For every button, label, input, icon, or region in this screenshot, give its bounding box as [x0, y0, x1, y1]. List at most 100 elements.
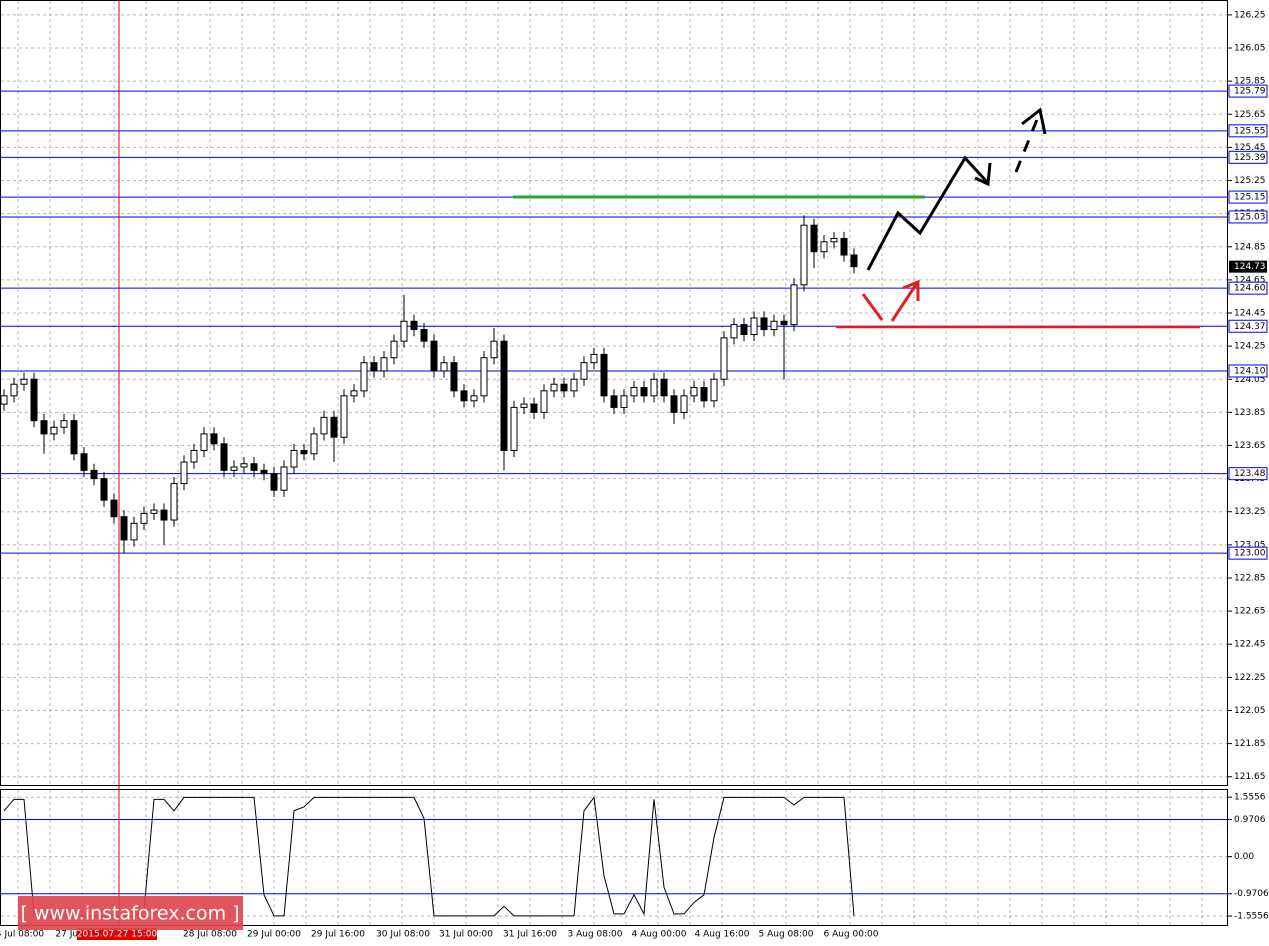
- forecast-arrow: [866, 155, 990, 271]
- level-label-box: [1228, 364, 1268, 378]
- level-label: 125.79: [1234, 87, 1266, 97]
- level-label: 125.39: [1234, 153, 1266, 163]
- level-label-box: [1228, 281, 1268, 295]
- y-tick-label: 0.9706: [1234, 815, 1266, 825]
- forecast-arrow-dashed: [1014, 111, 1042, 173]
- watermark: [ www.instaforex.com ]: [20, 903, 239, 925]
- candle-body: [580, 362, 588, 380]
- candle-body: [440, 362, 448, 372]
- candle-body: [120, 516, 128, 541]
- candle-body: [190, 449, 198, 463]
- candle-body: [720, 337, 728, 380]
- candle-body: [420, 329, 428, 342]
- marks: [0, 215, 858, 917]
- level-label: 124.60: [1234, 284, 1266, 294]
- axes: 126.25 126.05 125.85 125.65 125.45 125.25 125.…: [0, 10, 1269, 940]
- candle-body: [430, 340, 438, 372]
- candle-body: [750, 317, 758, 336]
- arrow-head: [974, 162, 992, 187]
- candle-body: [300, 449, 308, 455]
- candle-body: [610, 395, 618, 408]
- candle-body: [630, 387, 638, 397]
- candle-body: [330, 416, 338, 438]
- x-tick-label: 30 Jul 08:00: [376, 930, 430, 940]
- candle-body: [80, 453, 88, 471]
- level-label: 125.15: [1234, 193, 1266, 203]
- main-frame: [0, 0, 1228, 786]
- annotations: [513, 107, 1200, 329]
- candle-body: [620, 395, 628, 408]
- candle-body: [130, 522, 138, 541]
- y-tick-label: 124.05: [1234, 375, 1266, 385]
- candle-body: [460, 390, 468, 402]
- level-label: 124.10: [1234, 366, 1266, 376]
- x-tick-label: 28 Jul 08:00: [183, 930, 237, 940]
- level-label-box: [1228, 84, 1268, 98]
- x-tick-label: 31 Jul 00:00: [439, 930, 493, 940]
- y-tick-label: 124.25: [1234, 342, 1266, 352]
- candle-body: [230, 466, 238, 471]
- y-tick-label: 125.65: [1234, 110, 1266, 120]
- candle-body: [540, 390, 548, 413]
- y-tick-label: 123.05: [1234, 540, 1266, 550]
- candle-body: [410, 320, 418, 331]
- x-tick-label: 4 Jul 08:00: [0, 930, 44, 940]
- arrow-head: [902, 279, 920, 301]
- y-tick-label: 122.45: [1234, 640, 1266, 650]
- y-tick-label: 126.25: [1234, 10, 1266, 20]
- crosshair-label: 2015.07.27 15:00: [77, 930, 158, 940]
- candle-body: [270, 473, 278, 491]
- candle-body: [210, 433, 218, 445]
- candle-body: [670, 395, 678, 413]
- price-box: [1229, 260, 1267, 273]
- candle-body: [370, 362, 378, 372]
- level-label-box: [1228, 546, 1268, 560]
- candle-body: [40, 420, 48, 435]
- level-label: 125.03: [1234, 212, 1266, 222]
- candle-body: [590, 353, 598, 364]
- candle-body: [770, 320, 778, 331]
- candle-body: [800, 224, 808, 286]
- candle-body: [640, 387, 648, 397]
- level-label: 123.48: [1234, 469, 1266, 479]
- candle-body: [140, 512, 148, 524]
- candle-body: [380, 357, 388, 372]
- candle-body: [70, 420, 78, 455]
- y-tick-label: 124.45: [1234, 309, 1266, 319]
- level-label-box: [1228, 467, 1268, 481]
- arrow-head: [1021, 107, 1047, 135]
- level-label-box: [1228, 150, 1268, 164]
- y-tick-label: 0.00: [1234, 852, 1254, 862]
- candle-body: [100, 478, 108, 501]
- y-tick-label: -0.9706: [1234, 889, 1269, 899]
- candle-body: [390, 340, 398, 359]
- candle-body: [280, 466, 288, 491]
- candle-body: [30, 378, 38, 422]
- candle-body: [810, 224, 818, 253]
- candle-body: [780, 320, 788, 326]
- candle-body: [830, 237, 838, 243]
- candle-body: [20, 378, 28, 385]
- level-label-box: [1228, 210, 1268, 224]
- level-label: 123.00: [1234, 549, 1266, 559]
- y-tick-label: 124.65: [1234, 275, 1266, 285]
- candle-body: [600, 353, 608, 397]
- candle-body: [570, 378, 578, 392]
- level-label-box: [1228, 190, 1268, 204]
- x-tick-label: 6 Aug 00:00: [824, 930, 879, 940]
- candle-body: [820, 241, 828, 253]
- y-tick-label: 122.85: [1234, 573, 1266, 583]
- x-tick-label: 4 Aug 00:00: [632, 930, 687, 940]
- candle-body: [240, 463, 248, 468]
- candle-body: [50, 426, 58, 435]
- level-label-box: [1228, 319, 1268, 333]
- candle-body: [180, 461, 188, 485]
- candle-body: [10, 383, 18, 397]
- candle-body: [490, 340, 498, 359]
- y-tick-label: 1.5556: [1234, 793, 1266, 803]
- candle-body: [710, 378, 718, 402]
- y-tick-label: 125.45: [1234, 143, 1266, 153]
- candle-body: [220, 443, 228, 471]
- y-tick-label: 125.85: [1234, 77, 1266, 87]
